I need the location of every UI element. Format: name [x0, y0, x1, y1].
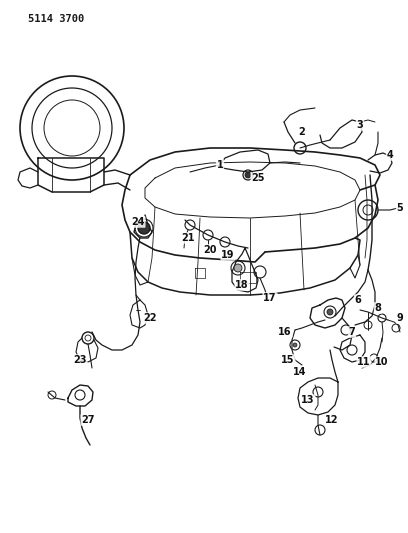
- Circle shape: [293, 343, 297, 347]
- Text: 4: 4: [387, 150, 393, 160]
- Circle shape: [234, 264, 242, 272]
- Text: 9: 9: [397, 313, 404, 323]
- Text: 15: 15: [281, 355, 295, 365]
- Text: 14: 14: [293, 367, 307, 377]
- Text: 24: 24: [131, 217, 145, 227]
- Text: 10: 10: [375, 357, 389, 367]
- Text: 11: 11: [357, 357, 371, 367]
- Text: 13: 13: [301, 395, 315, 405]
- Text: 2: 2: [299, 127, 305, 137]
- Text: 8: 8: [375, 303, 381, 313]
- Text: 16: 16: [278, 327, 292, 337]
- Text: 22: 22: [143, 313, 157, 323]
- Text: 23: 23: [73, 355, 87, 365]
- Text: 19: 19: [221, 250, 235, 260]
- Text: 6: 6: [355, 295, 361, 305]
- Text: 25: 25: [251, 173, 265, 183]
- Text: 1: 1: [217, 160, 223, 170]
- Text: 5114 3700: 5114 3700: [28, 14, 84, 24]
- Text: 18: 18: [235, 280, 249, 290]
- Text: 5: 5: [397, 203, 404, 213]
- Text: 12: 12: [325, 415, 339, 425]
- Circle shape: [138, 222, 150, 234]
- Text: 27: 27: [81, 415, 95, 425]
- Text: 3: 3: [357, 120, 364, 130]
- Text: 7: 7: [348, 327, 355, 337]
- Circle shape: [327, 309, 333, 315]
- Text: 20: 20: [203, 245, 217, 255]
- Circle shape: [245, 172, 251, 178]
- Text: 21: 21: [181, 233, 195, 243]
- Text: 17: 17: [263, 293, 277, 303]
